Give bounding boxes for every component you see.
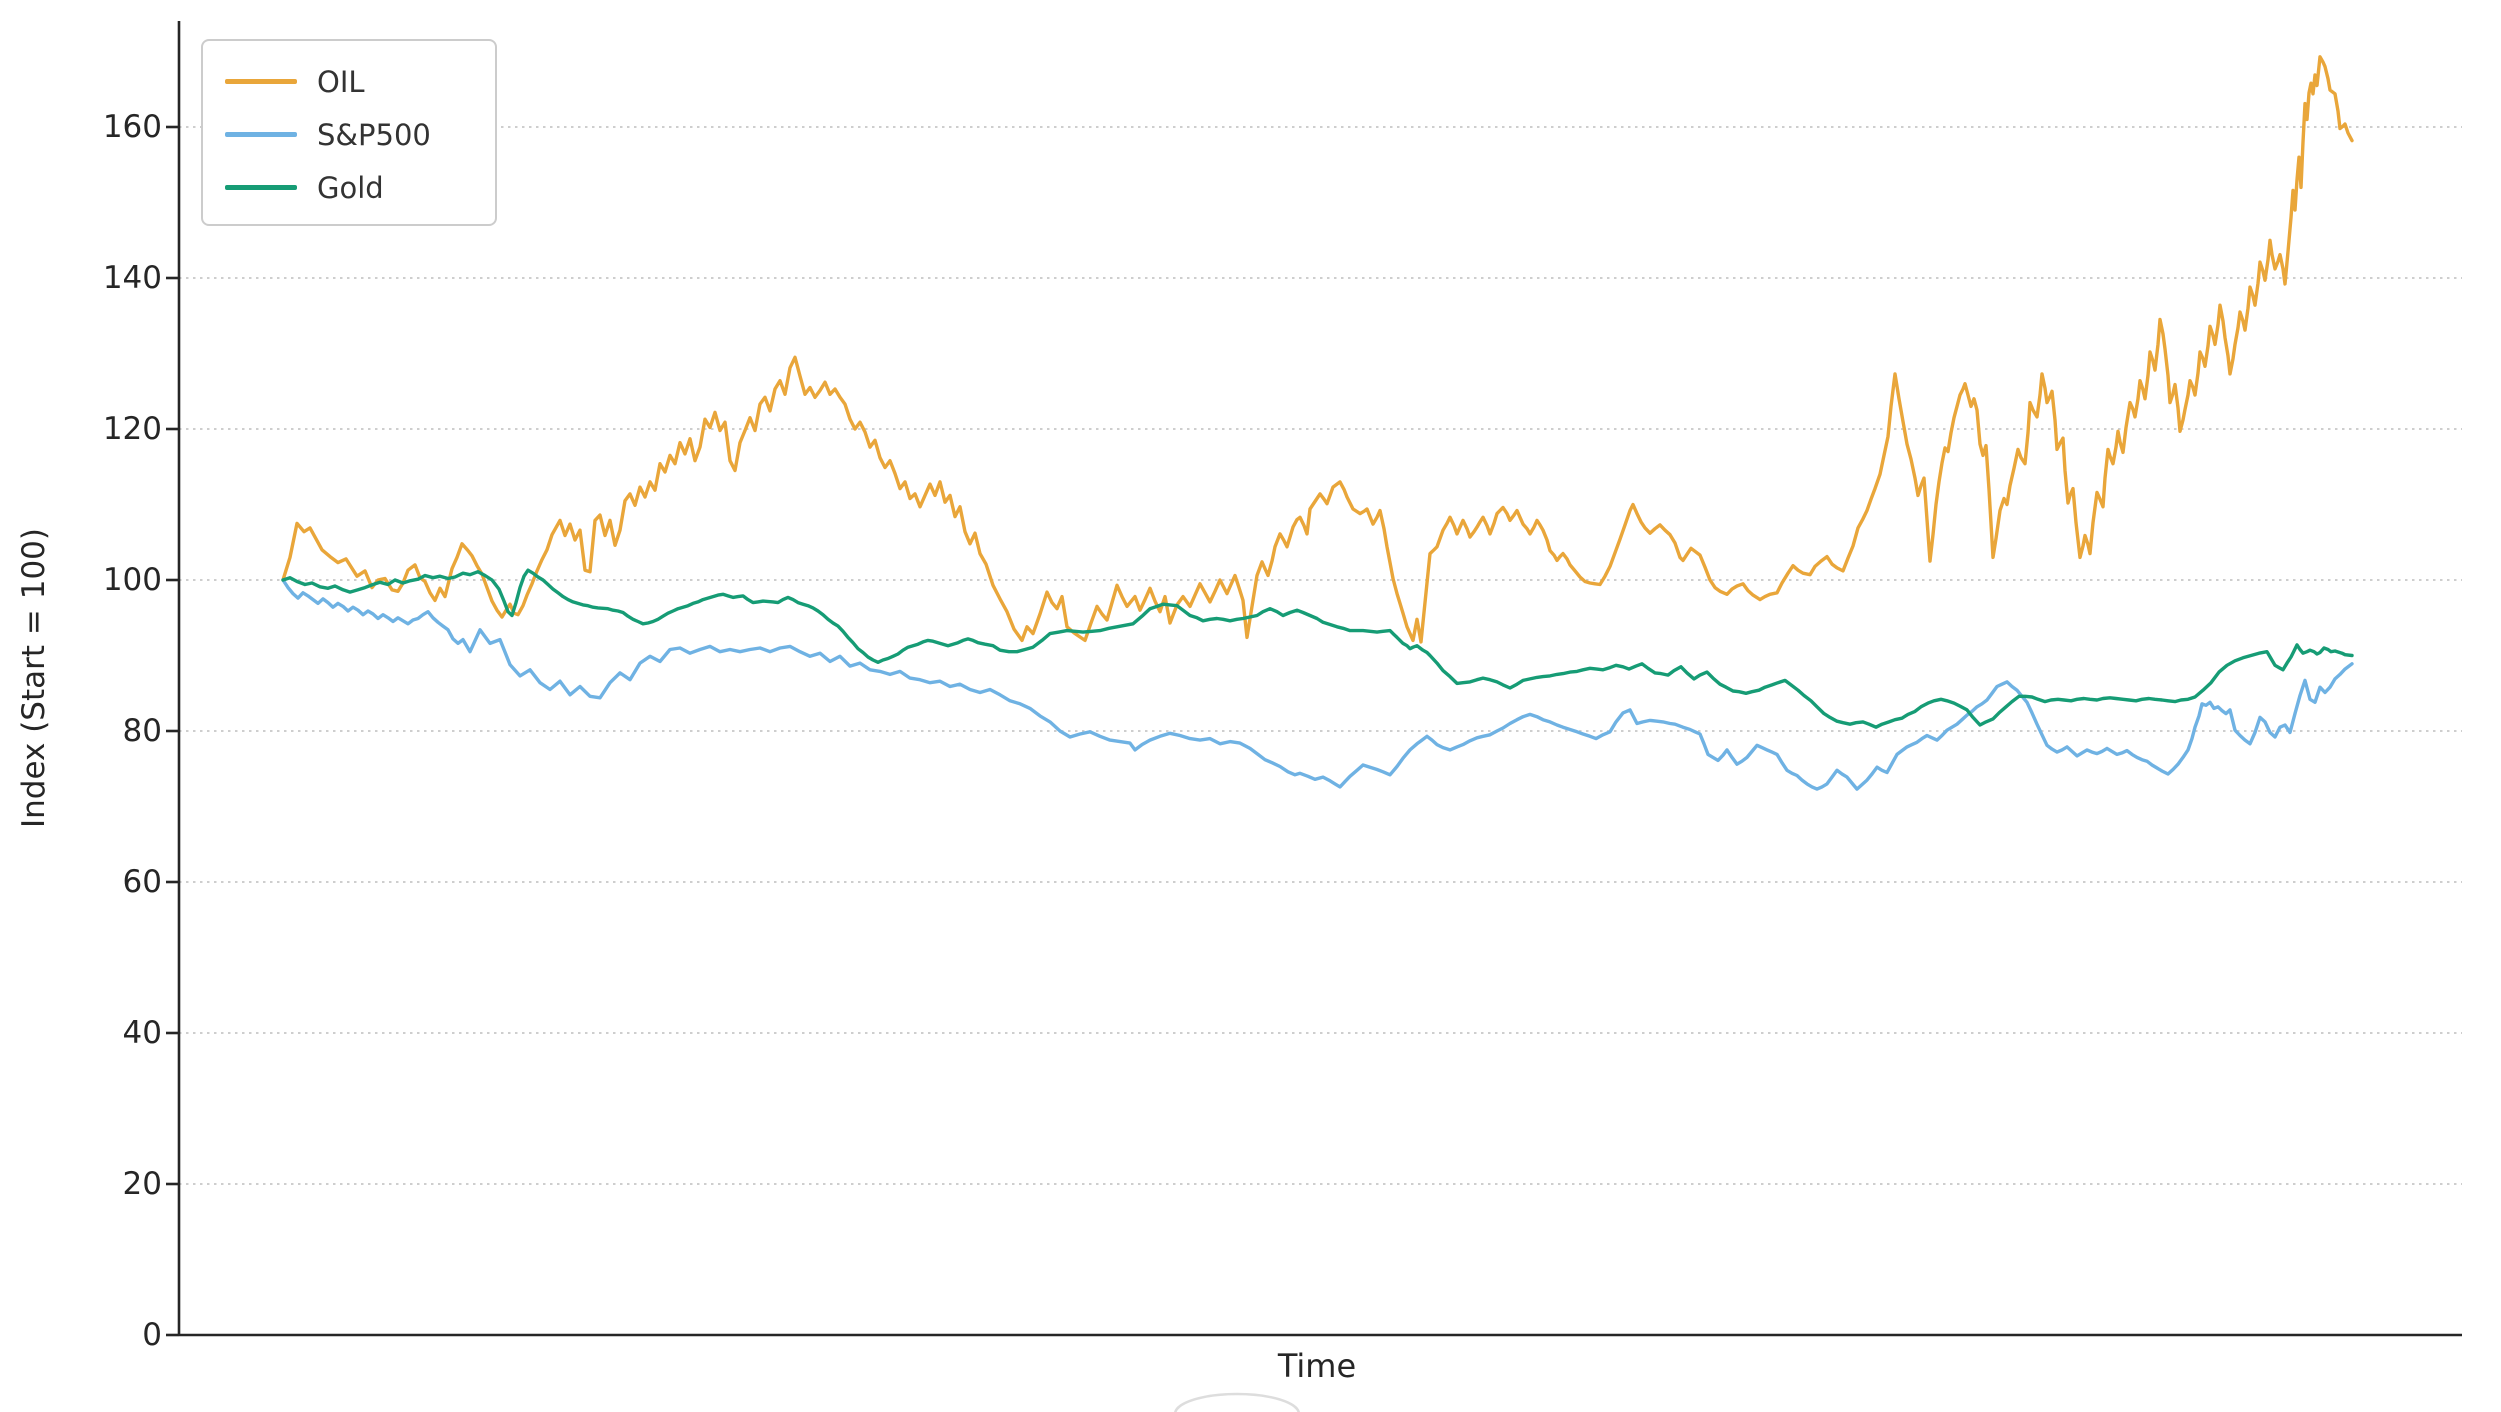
legend: OIL S&P500 Gold	[201, 39, 497, 226]
y-tick-label: 100	[102, 562, 162, 598]
y-tick-label: 0	[142, 1317, 162, 1353]
sp500-line-swatch	[225, 132, 297, 137]
y-tick-label: 80	[122, 713, 162, 749]
y-tick-label: 140	[102, 260, 162, 296]
y-tick-label: 20	[122, 1166, 162, 1202]
legend-item-sp500: S&P500	[203, 108, 495, 161]
series-line-oil	[281, 55, 2354, 644]
legend-label-sp500: S&P500	[317, 117, 431, 152]
legend-item-gold: Gold	[203, 161, 495, 214]
y-axis-label: Index (Start = 100)	[16, 528, 52, 828]
watermark-arc	[1174, 1392, 1300, 1412]
series-line-sp500	[281, 578, 2354, 791]
legend-label-oil: OIL	[317, 64, 365, 99]
oil-line-swatch	[225, 79, 297, 84]
x-axis-label: Time	[1277, 1347, 1357, 1385]
y-tick-label: 160	[102, 109, 162, 145]
legend-label-gold: Gold	[317, 170, 384, 205]
series-line-gold	[281, 568, 2354, 729]
y-tick-label: 120	[102, 411, 162, 447]
y-tick-label: 60	[122, 864, 162, 900]
y-tick-label: 40	[122, 1015, 162, 1051]
gold-line-swatch	[225, 185, 297, 190]
legend-item-oil: OIL	[203, 55, 495, 108]
